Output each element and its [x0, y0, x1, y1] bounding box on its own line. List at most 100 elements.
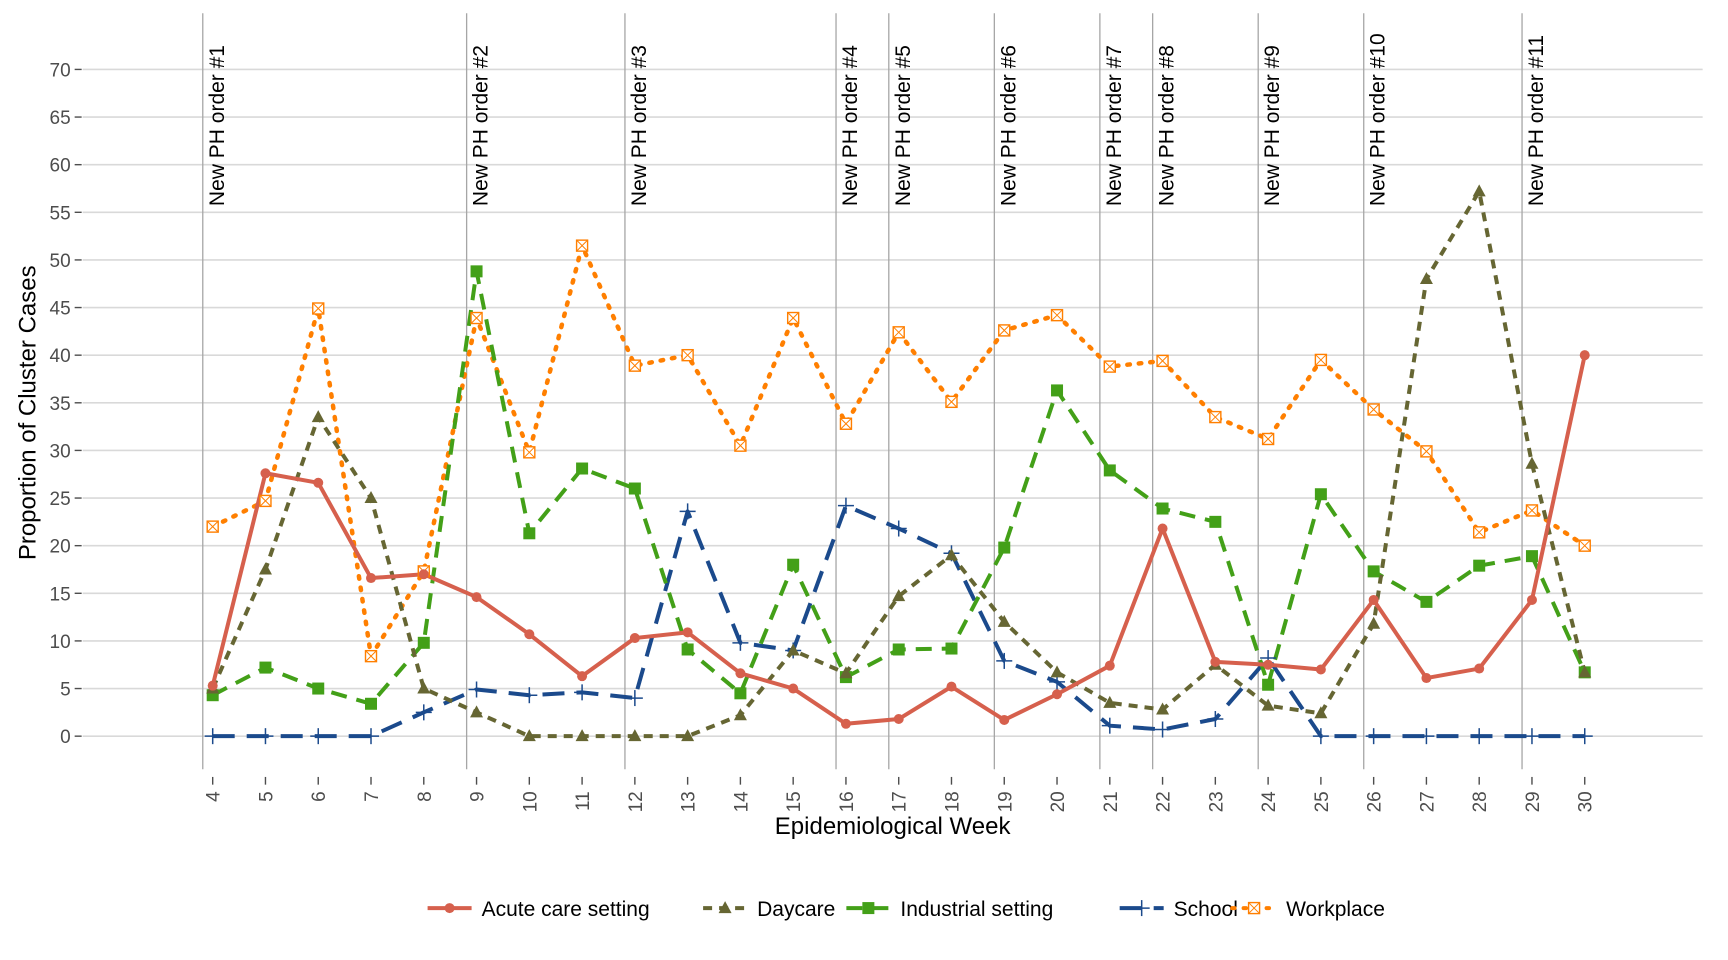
- marker-triangle: [892, 589, 906, 602]
- legend-item-acute-care-setting: Acute care setting: [427, 898, 650, 921]
- y-tick-label: 25: [50, 489, 71, 510]
- marker-square: [628, 482, 641, 495]
- legend: Acute care setting Daycare Industrial sett…: [427, 898, 1385, 921]
- marker-square: [787, 558, 800, 571]
- marker-plus: [363, 728, 380, 745]
- marker-triangle: [1156, 702, 1170, 715]
- marker-triangle: [1261, 698, 1275, 711]
- marker-boxed-x: [945, 395, 958, 409]
- marker-boxed-x: [786, 311, 800, 325]
- x-tick-label: 29: [1523, 791, 1544, 812]
- marker-plus: [468, 681, 485, 698]
- marker-circle: [471, 592, 482, 603]
- y-tick-label: 50: [50, 251, 71, 272]
- x-tick-label: 18: [942, 791, 963, 812]
- marker-circle: [313, 477, 324, 488]
- marker-square: [259, 661, 272, 674]
- x-tick-label: 10: [520, 791, 541, 812]
- y-tick-label: 55: [50, 203, 71, 224]
- marker-triangle: [311, 410, 325, 423]
- marker-plus: [837, 497, 854, 514]
- marker-plus: [574, 684, 591, 701]
- marker-triangle: [1103, 695, 1117, 708]
- marker-plus: [521, 687, 538, 704]
- marker-boxed-x: [206, 520, 219, 533]
- marker-circle: [1157, 523, 1168, 534]
- marker-circle: [1104, 660, 1115, 671]
- legend-item-workplace: Workplace: [1230, 898, 1385, 921]
- x-tick-label: 4: [204, 791, 225, 802]
- marker-circle: [788, 683, 799, 694]
- annotation-label: New PH order #4: [839, 45, 862, 206]
- legend-label: School: [1174, 898, 1238, 921]
- marker-triangle: [258, 562, 272, 575]
- marker-triangle: [1525, 456, 1539, 469]
- marker-plus: [1418, 728, 1435, 745]
- marker-boxed-x: [998, 324, 1011, 337]
- marker-square: [1420, 595, 1433, 608]
- marker-plus: [1471, 728, 1488, 745]
- marker-triangle: [628, 729, 642, 742]
- marker-boxed-x: [312, 302, 325, 315]
- marker-square: [576, 462, 589, 475]
- marker-triangle: [1419, 271, 1433, 284]
- annotation-label: New PH order #2: [470, 45, 493, 206]
- series-line-school: [212, 503, 1585, 739]
- y-tick-label: 60: [50, 156, 71, 177]
- y-tick-label: 65: [50, 108, 71, 129]
- annotation-label: New PH order #10: [1367, 33, 1390, 206]
- x-tick-label: 12: [626, 791, 647, 812]
- marker-triangle: [997, 614, 1011, 627]
- marker-triangle: [1578, 665, 1592, 678]
- x-tick-label: 28: [1470, 791, 1491, 812]
- marker-square: [1156, 502, 1169, 515]
- annotation-label: New PH order #7: [1103, 45, 1126, 206]
- marker-plus: [732, 634, 749, 651]
- marker-triangle: [733, 708, 747, 721]
- marker-plus: [257, 728, 274, 745]
- marker-square: [1314, 488, 1327, 501]
- legend-label: Workplace: [1286, 898, 1385, 921]
- marker-triangle: [1367, 616, 1381, 629]
- x-tick-label: 9: [468, 791, 489, 802]
- marker-circle: [444, 903, 455, 914]
- legend-item-school: School: [1119, 898, 1238, 921]
- x-tick-label: 16: [837, 791, 858, 812]
- x-tick-label: 22: [1154, 791, 1175, 812]
- marker-square: [1367, 565, 1380, 578]
- marker-circle: [840, 718, 851, 729]
- marker-plus: [1523, 728, 1540, 745]
- marker-boxed-x: [1314, 353, 1328, 367]
- x-tick-label: 26: [1365, 791, 1386, 812]
- y-axis-title: Proportion of Cluster Cases: [14, 265, 41, 560]
- marker-plus: [996, 652, 1013, 669]
- y-tick-label: 70: [50, 60, 71, 81]
- marker-boxed-x: [892, 326, 905, 339]
- annotation-label: New PH order #8: [1156, 45, 1179, 206]
- annotation-label: New PH order #3: [628, 45, 651, 206]
- marker-boxed-x: [1578, 539, 1591, 552]
- marker-circle: [1263, 659, 1274, 670]
- marker-square: [681, 643, 694, 656]
- marker-square: [523, 527, 536, 540]
- marker-plus: [204, 728, 221, 745]
- marker-square: [417, 636, 430, 649]
- annotation-label: New PH order #6: [997, 45, 1020, 206]
- marker-triangle: [681, 729, 695, 742]
- annotation-label: New PH order #9: [1261, 45, 1284, 206]
- marker-plus: [1365, 728, 1382, 745]
- legend-label: Industrial setting: [900, 898, 1053, 921]
- x-tick-label: 8: [415, 791, 436, 802]
- marker-boxed-x: [470, 311, 483, 325]
- x-tick-label: 7: [362, 791, 383, 802]
- y-tick-label: 5: [60, 680, 71, 701]
- marker-circle: [629, 633, 640, 644]
- marker-circle: [207, 680, 218, 691]
- marker-circle: [366, 573, 377, 584]
- marker-triangle: [718, 901, 732, 914]
- x-tick-label: 13: [679, 791, 700, 812]
- x-tick-label: 21: [1101, 791, 1122, 812]
- y-tick-label: 10: [50, 632, 71, 653]
- marker-square: [365, 697, 378, 710]
